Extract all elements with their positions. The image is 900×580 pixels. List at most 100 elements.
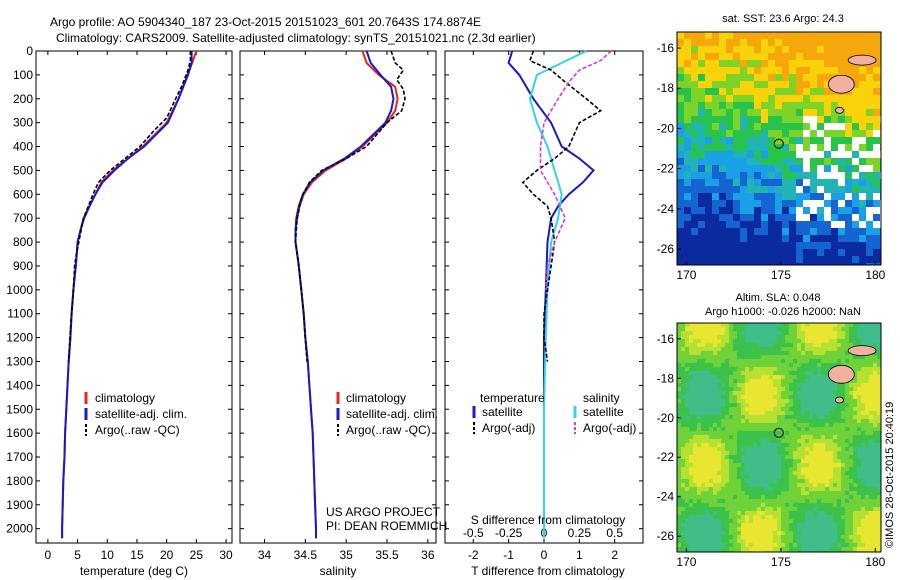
t-difference-xlabel: T difference from climatology bbox=[471, 564, 625, 578]
land-fiji bbox=[827, 54, 877, 114]
lat-tick-label: -26 bbox=[657, 529, 675, 543]
land-fiji bbox=[827, 345, 877, 404]
x-tick-label: 36 bbox=[421, 548, 435, 562]
sla-map: 170 175 180 -16 -18 -20 -22 -24 -26 bbox=[657, 322, 886, 569]
lat-tick-label: -16 bbox=[657, 332, 675, 346]
lat-tick-label: -18 bbox=[657, 371, 675, 385]
sst-map-title: sat. SST: 23.6 Argo: 24.3 bbox=[722, 13, 844, 25]
map-field bbox=[677, 323, 881, 552]
y-tick-label: 1200 bbox=[6, 331, 33, 345]
s-difference-xlabel: S difference from climatology bbox=[471, 513, 626, 527]
difference-legend: temperature salinity satellite Argo(-adj… bbox=[472, 391, 636, 435]
y-tick-label: 1500 bbox=[6, 402, 33, 416]
y-tick-label: 2000 bbox=[6, 522, 33, 536]
legend-label-s-satellite: satellite bbox=[583, 405, 624, 419]
y-tick-label: 100 bbox=[13, 68, 33, 82]
lon-tick-label: 170 bbox=[676, 268, 696, 282]
sst-map: 170 175 180 -16 -18 -20 -22 -24 -26 bbox=[657, 31, 886, 282]
lat-tick-label: -20 bbox=[657, 121, 675, 135]
lat-tick-label: -16 bbox=[657, 41, 675, 55]
map-frame bbox=[676, 31, 882, 266]
legend-label-argo: Argo(..raw -QC) bbox=[95, 423, 180, 437]
x-tick-label: 35 bbox=[339, 548, 353, 562]
y-tick-label: 900 bbox=[13, 259, 33, 273]
x-tick-label: 30 bbox=[219, 548, 233, 562]
x-tick-label: 1 bbox=[576, 548, 583, 562]
map-frame bbox=[676, 322, 882, 553]
legend-label-t-satellite: satellite bbox=[482, 405, 523, 419]
depth-axis: 0 100 200 300 400 500 600 700 800 900 1000 1100 1200… bbox=[6, 44, 643, 536]
temperature-panel-frame bbox=[35, 50, 233, 544]
x-tick-label: 10 bbox=[101, 548, 115, 562]
lat-tick-label: -20 bbox=[657, 411, 675, 425]
pi-credit: PI: DEAN ROEMMICH bbox=[326, 519, 447, 533]
sla-map-title: Altim. SLA: 0.048 bbox=[736, 292, 821, 304]
x-tick-label: -2 bbox=[468, 548, 479, 562]
series-climatology bbox=[61, 50, 198, 539]
top-x-tick-label: -0.25 bbox=[495, 526, 523, 540]
difference-plot: -2 -1 0 1 2-0.5 -0.25 0 0.25 0.5 bbox=[463, 50, 623, 562]
header-line1: Argo profile: AO 5904340_187 23-Oct-2015… bbox=[50, 15, 481, 29]
x-tick-label: 20 bbox=[160, 548, 174, 562]
y-tick-label: 1300 bbox=[6, 354, 33, 368]
x-tick-label: -1 bbox=[503, 548, 514, 562]
x-tick-label: 35.5 bbox=[375, 548, 399, 562]
top-x-tick-label: -0.5 bbox=[463, 526, 484, 540]
series-argo-raw-qc bbox=[67, 51, 192, 362]
top-x-tick-label: 0.5 bbox=[606, 526, 623, 540]
y-tick-label: 600 bbox=[13, 187, 33, 201]
x-tick-label: 5 bbox=[74, 548, 81, 562]
lat-tick-label: -22 bbox=[657, 450, 675, 464]
argo-float-marker bbox=[773, 427, 784, 438]
y-tick-label: 1600 bbox=[6, 426, 33, 440]
legend-label-climatology: climatology bbox=[95, 391, 155, 405]
y-tick-label: 500 bbox=[13, 163, 33, 177]
x-tick-label: 0 bbox=[541, 548, 548, 562]
y-tick-label: 400 bbox=[13, 140, 33, 154]
y-tick-label: 1900 bbox=[6, 498, 33, 512]
lon-tick-label: 180 bbox=[865, 268, 885, 282]
top-x-tick-label: 0.25 bbox=[568, 526, 592, 540]
temperature-legend: climatology satellite-adj. clim. Argo(..… bbox=[84, 391, 187, 437]
series-satellite bbox=[528, 50, 587, 539]
legend-label-satellite: satellite-adj. clim. bbox=[346, 407, 438, 421]
y-tick-label: 300 bbox=[13, 116, 33, 130]
y-tick-label: 1400 bbox=[6, 378, 33, 392]
header-line2: Climatology: CARS2009. Satellite-adjuste… bbox=[56, 31, 536, 45]
series-satellite-adj-clim bbox=[61, 51, 193, 539]
series-argo-adj bbox=[539, 50, 612, 290]
x-tick-label: 25 bbox=[190, 548, 204, 562]
lat-tick-label: -24 bbox=[657, 490, 675, 504]
lat-tick-label: -22 bbox=[657, 162, 675, 176]
lon-tick-label: 170 bbox=[676, 555, 696, 569]
y-tick-label: 0 bbox=[26, 44, 33, 58]
imos-stamp: ©IMOS 28-Oct-2015 20:40:19 bbox=[884, 402, 896, 548]
temperature-xlabel: temperature (deg C) bbox=[80, 564, 188, 578]
legend-label-argo: Argo(..raw -QC) bbox=[346, 423, 431, 437]
y-tick-label: 1100 bbox=[7, 307, 33, 321]
legend-label-t-argo: Argo(-adj) bbox=[482, 421, 535, 435]
lon-tick-label: 180 bbox=[865, 555, 885, 569]
y-tick-label: 800 bbox=[13, 235, 33, 249]
map-field bbox=[677, 32, 881, 265]
series-argo-adj bbox=[521, 50, 602, 362]
legend-label-satellite: satellite-adj. clim. bbox=[95, 407, 187, 421]
argo-float-marker bbox=[773, 138, 784, 149]
lat-tick-label: -26 bbox=[657, 242, 675, 256]
lon-tick-label: 175 bbox=[771, 268, 791, 282]
salinity-panel-frame bbox=[239, 50, 437, 544]
project-credit: US ARGO PROJECT bbox=[326, 505, 441, 519]
lat-tick-label: -18 bbox=[657, 81, 675, 95]
y-tick-label: 1700 bbox=[6, 450, 33, 464]
salinity-xlabel: salinity bbox=[320, 564, 357, 578]
lat-tick-label: -24 bbox=[657, 202, 675, 216]
legend-label-s-argo: Argo(-adj) bbox=[583, 421, 636, 435]
y-tick-label: 1800 bbox=[6, 474, 33, 488]
series-satellite-adj-clim bbox=[294, 50, 395, 539]
x-tick-label: 15 bbox=[130, 548, 144, 562]
legend-title-salinity: salinity bbox=[583, 391, 620, 405]
x-tick-label: 2 bbox=[611, 548, 618, 562]
salinity-plot: 34 34.5 35 35.5 36 bbox=[258, 50, 435, 562]
y-tick-label: 200 bbox=[13, 92, 33, 106]
